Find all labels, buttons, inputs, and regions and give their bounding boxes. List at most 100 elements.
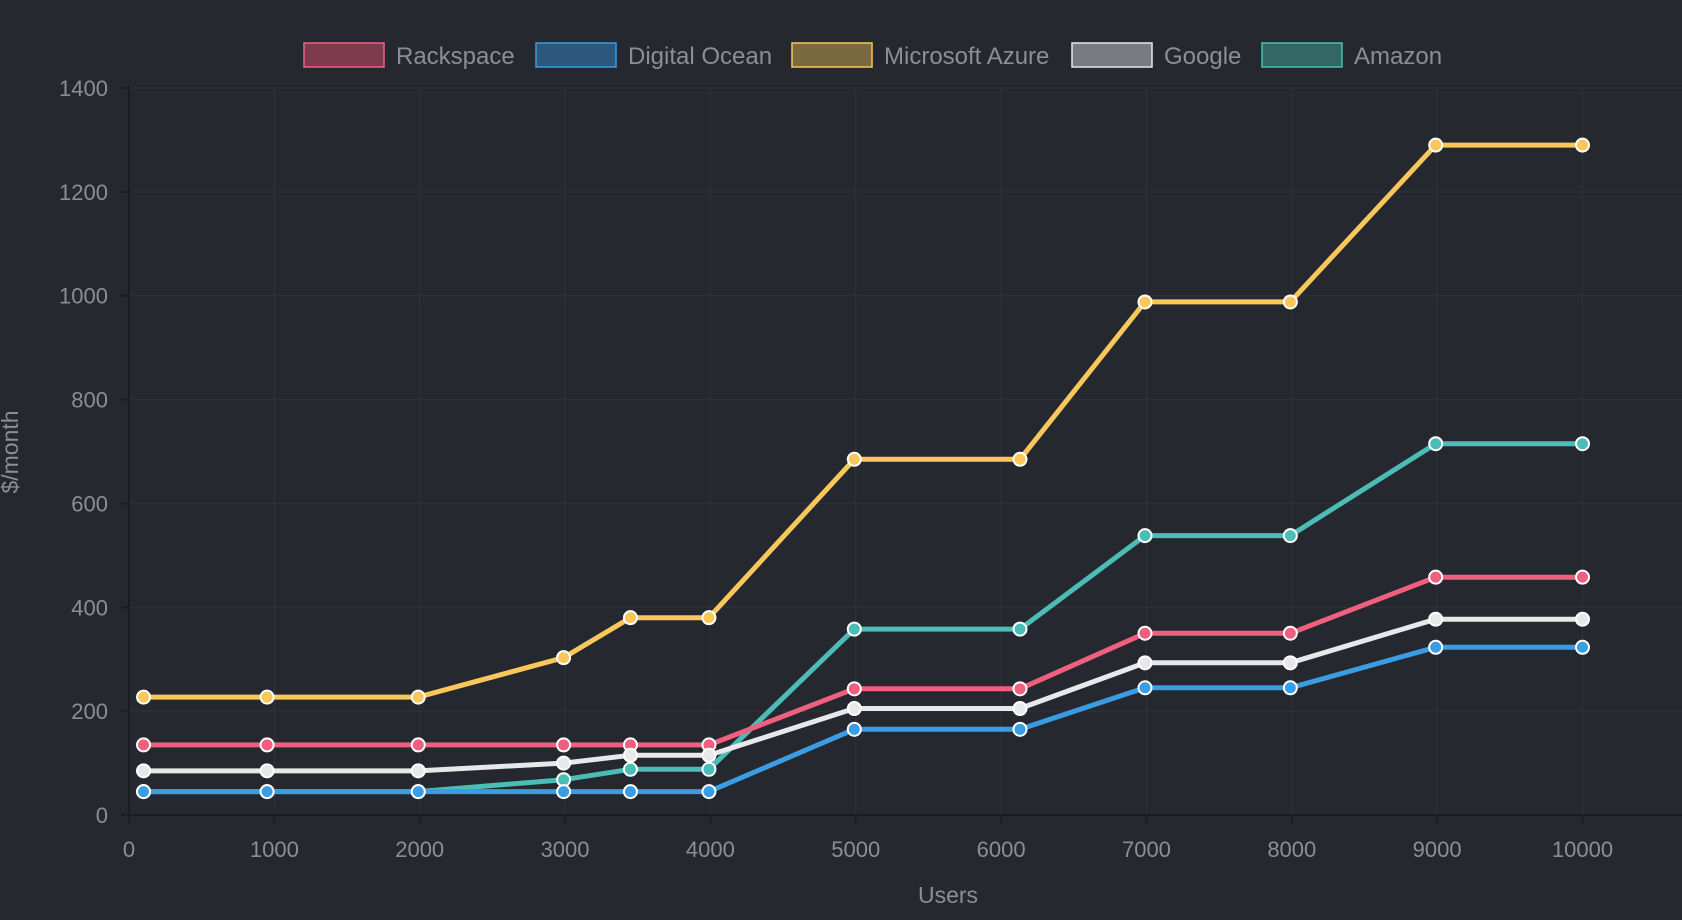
data-point[interactable] — [701, 761, 717, 777]
x-axis-title: Users — [918, 882, 978, 908]
data-point[interactable] — [622, 761, 638, 777]
data-point[interactable] — [410, 763, 426, 779]
chart-axes — [121, 86, 1682, 823]
data-point[interactable] — [1428, 436, 1444, 452]
data-point[interactable] — [1137, 655, 1153, 671]
data-point[interactable] — [136, 763, 152, 779]
legend-item[interactable]: Rackspace — [303, 42, 515, 70]
legend-item[interactable]: Amazon — [1261, 42, 1442, 70]
data-point[interactable] — [1428, 611, 1444, 627]
data-point[interactable] — [410, 689, 426, 705]
data-point[interactable] — [1575, 137, 1590, 153]
legend-label: Amazon — [1354, 43, 1442, 70]
x-tick-label: 2000 — [395, 837, 444, 862]
y-tick-label: 0 — [96, 803, 108, 828]
data-point[interactable] — [622, 784, 638, 800]
legend-label: Microsoft Azure — [884, 43, 1049, 70]
data-point[interactable] — [846, 681, 862, 697]
legend-item[interactable]: Google — [1071, 42, 1241, 70]
series-line — [141, 142, 1585, 700]
series-line — [141, 574, 1585, 748]
y-tick-label: 800 — [71, 388, 108, 413]
data-point[interactable] — [1012, 451, 1028, 467]
x-tick-label: 3000 — [541, 837, 590, 862]
x-tick-label: 9000 — [1413, 837, 1462, 862]
data-point[interactable] — [846, 451, 862, 467]
data-point[interactable] — [1282, 294, 1298, 310]
series-points — [136, 137, 1590, 800]
data-point[interactable] — [622, 747, 638, 763]
series-line — [141, 616, 1585, 774]
legend-label: Rackspace — [396, 43, 515, 70]
x-tick-label: 0 — [123, 837, 135, 862]
data-point[interactable] — [622, 610, 638, 626]
data-point[interactable] — [1428, 137, 1444, 153]
y-tick-label: 1200 — [59, 180, 108, 205]
chart-grid — [128, 87, 1682, 816]
data-point[interactable] — [1137, 680, 1153, 696]
x-tick-label: 4000 — [686, 837, 735, 862]
data-point[interactable] — [410, 784, 426, 800]
data-point[interactable] — [1137, 294, 1153, 310]
data-point[interactable] — [846, 621, 862, 637]
y-tick-label: 200 — [71, 699, 108, 724]
data-point[interactable] — [701, 610, 717, 626]
data-point[interactable] — [556, 737, 572, 753]
series-lines — [141, 142, 1585, 795]
x-tick-label: 7000 — [1122, 837, 1171, 862]
x-tick-label: 8000 — [1267, 837, 1316, 862]
data-point[interactable] — [1012, 681, 1028, 697]
x-tick-label: 5000 — [831, 837, 880, 862]
y-axis-ticks: 0 200 400 600 800 1000 1200 1400 — [59, 76, 108, 828]
data-point[interactable] — [701, 784, 717, 800]
data-point[interactable] — [1282, 528, 1298, 544]
data-point[interactable] — [556, 784, 572, 800]
data-point[interactable] — [846, 721, 862, 737]
data-point[interactable] — [556, 650, 572, 666]
y-tick-label: 400 — [71, 595, 108, 620]
data-point[interactable] — [259, 763, 275, 779]
y-tick-label: 600 — [71, 491, 108, 516]
data-point[interactable] — [259, 784, 275, 800]
legend-swatch — [1071, 42, 1153, 68]
data-point[interactable] — [846, 701, 862, 717]
legend-swatch — [791, 42, 873, 68]
data-point[interactable] — [136, 689, 152, 705]
data-point[interactable] — [1575, 569, 1590, 585]
series-line — [141, 441, 1585, 795]
data-point[interactable] — [1012, 721, 1028, 737]
data-point[interactable] — [1575, 436, 1590, 452]
data-point[interactable] — [1575, 611, 1590, 627]
x-tick-label: 10000 — [1552, 837, 1613, 862]
data-point[interactable] — [136, 784, 152, 800]
legend-swatch — [303, 42, 385, 68]
data-point[interactable] — [1012, 701, 1028, 717]
legend-item[interactable]: Digital Ocean — [535, 42, 772, 70]
legend-item[interactable]: Microsoft Azure — [791, 42, 1049, 70]
data-point[interactable] — [410, 737, 426, 753]
data-point[interactable] — [1575, 639, 1590, 655]
legend-label: Google — [1164, 43, 1241, 70]
legend-label: Digital Ocean — [628, 43, 772, 70]
y-tick-label: 1400 — [59, 76, 108, 101]
data-point[interactable] — [1282, 655, 1298, 671]
data-point[interactable] — [1137, 625, 1153, 641]
legend-swatch — [1261, 42, 1343, 68]
data-point[interactable] — [259, 737, 275, 753]
data-point[interactable] — [1012, 621, 1028, 637]
y-axis-title: $/month — [0, 410, 23, 493]
data-point[interactable] — [1428, 569, 1444, 585]
data-point[interactable] — [1428, 639, 1444, 655]
data-point[interactable] — [259, 689, 275, 705]
y-tick-label: 1000 — [59, 284, 108, 309]
data-point[interactable] — [701, 747, 717, 763]
data-point[interactable] — [136, 737, 152, 753]
chart-legend: Rackspace Digital Ocean Microsoft Azure Goo… — [303, 42, 1442, 70]
data-point[interactable] — [1137, 528, 1153, 544]
data-point[interactable] — [1282, 680, 1298, 696]
data-point[interactable] — [1282, 625, 1298, 641]
series-line — [141, 644, 1585, 795]
data-point[interactable] — [556, 755, 572, 771]
